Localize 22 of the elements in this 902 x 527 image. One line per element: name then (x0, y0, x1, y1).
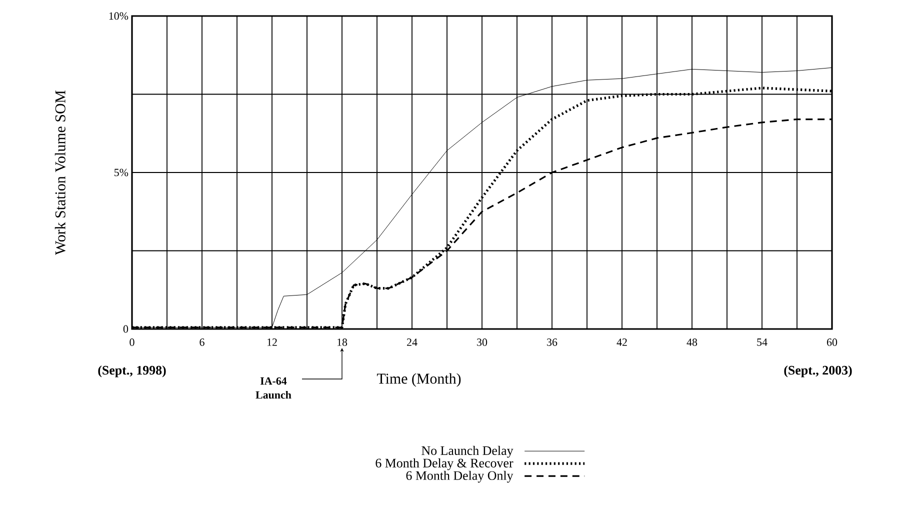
x-tick-label: 48 (686, 338, 698, 346)
x-tick-label: 12 (267, 338, 277, 346)
x-tick-label: 42 (616, 338, 627, 346)
text: IA-64 Launch (256, 377, 292, 399)
legend-label: No Launch Delay (422, 446, 514, 458)
legend-label: 6 Month Delay & Recover (376, 458, 514, 470)
x-axis-title: Time (Month) (376, 373, 461, 387)
x-tick-label: 54 (757, 338, 768, 346)
x-tick-label: 36 (547, 338, 558, 346)
x-tick-label: 18 (337, 338, 348, 346)
y-tick-label: 10% (109, 12, 128, 20)
y-axis-title: Work Station Volume SOM (54, 90, 66, 255)
x-tick-label: 60 (826, 338, 838, 346)
x-tick-label: 6 (200, 338, 204, 346)
text: (Sept., 1998) (98, 366, 166, 378)
y-tick-label: 0 (123, 325, 128, 333)
x-tick-label: 0 (130, 338, 134, 346)
x-tick-label: 24 (407, 338, 418, 346)
x-tick-label: 30 (477, 338, 488, 346)
text: (Sept., 2003) (784, 366, 852, 378)
y-tick-label: 5% (114, 168, 128, 176)
legend-label: 6 Month Delay Only (406, 470, 514, 483)
